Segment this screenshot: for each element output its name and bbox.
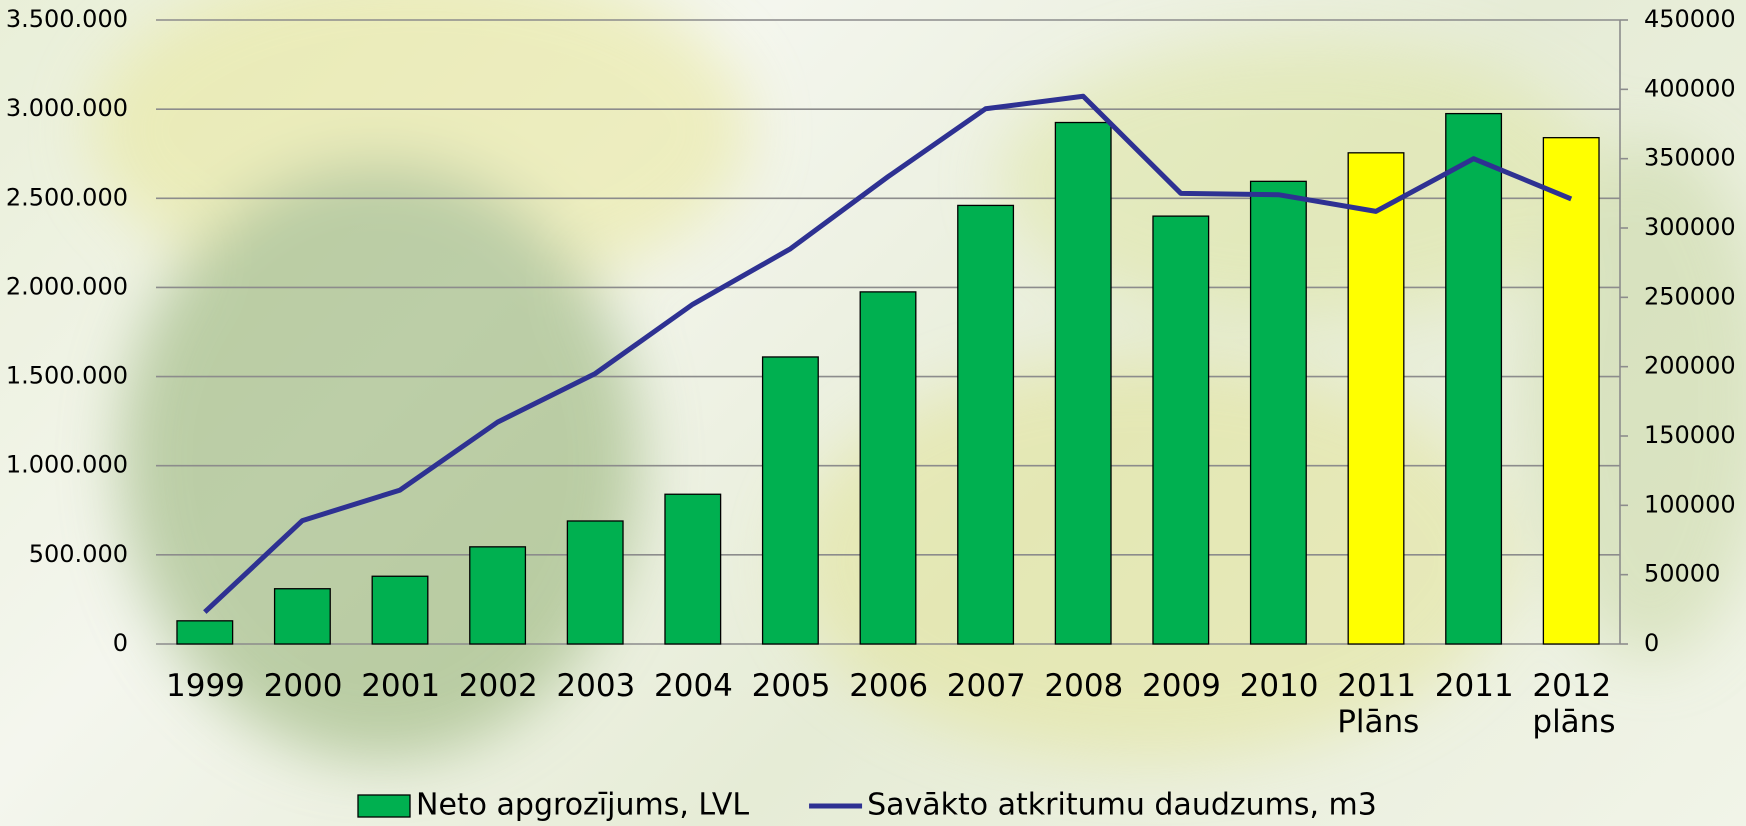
bar <box>665 494 721 644</box>
x-tick-label: 2008 <box>1044 668 1122 704</box>
y2-tick-label: 250000 <box>1644 282 1736 310</box>
x-tick-label: 2010 <box>1240 668 1318 704</box>
y2-tick-label: 300000 <box>1644 213 1736 241</box>
x-tick-label: 1999 <box>166 668 244 704</box>
slide: 0 500.000 1.000.000 1.500.000 2.000.000 2.500… <box>0 0 1746 826</box>
x-tick-label: 2005 <box>752 668 830 704</box>
y-tick-label: 1.500.000 <box>6 362 128 390</box>
y2-tick-label: 450000 <box>1644 5 1736 33</box>
x-tick-label: 2001 <box>361 668 439 704</box>
bar <box>763 357 819 644</box>
bar <box>177 621 233 644</box>
x-tick-label: 2004 <box>654 668 732 704</box>
bar <box>1055 123 1111 644</box>
x-tick-label: 2000 <box>264 668 342 704</box>
bar <box>1446 114 1502 644</box>
x-tick-label: 2009 <box>1142 668 1220 704</box>
bar <box>567 521 623 644</box>
legend-swatch <box>358 795 410 817</box>
bar <box>860 292 916 644</box>
x-tick-label: 2012 plāns <box>1532 668 1610 740</box>
y-tick-label: 2.500.000 <box>6 183 128 211</box>
x-tick-label: 2003 <box>556 668 634 704</box>
bar <box>372 576 428 644</box>
y-tick-label: 500.000 <box>29 540 128 568</box>
y-tick-label: 2.000.000 <box>6 272 128 300</box>
y-tick-label: 1.000.000 <box>6 451 128 479</box>
y2-tick-label: 0 <box>1644 629 1659 657</box>
x-tick-label: 2007 <box>947 668 1025 704</box>
y-tick-label: 3.000.000 <box>6 94 128 122</box>
bar <box>1348 153 1404 644</box>
y2-tick-label: 400000 <box>1644 74 1736 102</box>
legend-label: Neto apgrozījums, LVL <box>416 788 749 823</box>
x-tick-label: 2002 <box>459 668 537 704</box>
bar <box>1251 181 1307 644</box>
bar <box>958 205 1014 644</box>
y-tick-label: 0 <box>113 629 128 657</box>
bar <box>1543 138 1599 644</box>
y2-tick-label: 350000 <box>1644 144 1736 172</box>
x-tick-label: 2011 Plāns <box>1337 668 1415 740</box>
x-tick-label: 2006 <box>849 668 927 704</box>
y2-tick-label: 150000 <box>1644 421 1736 449</box>
legend-label: Savākto atkritumu daudzums, m3 <box>867 788 1377 823</box>
y2-tick-label: 50000 <box>1644 560 1720 588</box>
bar <box>275 589 331 644</box>
bar <box>1153 216 1209 644</box>
x-tick-label: 2011 <box>1435 668 1513 704</box>
y-tick-label: 3.500.000 <box>6 5 128 33</box>
bar <box>470 547 526 644</box>
y2-tick-label: 100000 <box>1644 490 1736 518</box>
y2-tick-label: 200000 <box>1644 352 1736 380</box>
